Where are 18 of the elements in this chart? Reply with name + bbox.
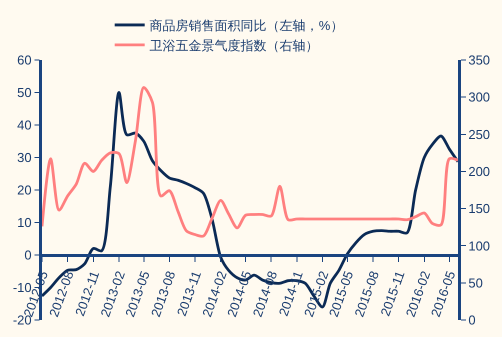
y2-tick-label: 200 — [468, 164, 490, 179]
y-tick-label: 10 — [17, 215, 32, 230]
legend-label: 卫浴五金景气度指数（右轴） — [150, 38, 319, 53]
legend-label: 商品房销售面积同比（左轴，%） — [150, 18, 344, 34]
line-series — [42, 86, 458, 238]
y-tick-label: 60 — [17, 52, 32, 68]
y-tick-label: 50 — [17, 85, 32, 100]
y-tick-label: 30 — [17, 150, 32, 166]
y2-tick-label: 150 — [468, 201, 490, 216]
y-tick-label: 40 — [17, 118, 32, 133]
y-tick-label: 20 — [17, 182, 32, 198]
y2-tick-label: 300 — [468, 90, 490, 105]
y-tick-label: 0 — [24, 248, 32, 263]
y2-tick-label: 100 — [468, 238, 490, 254]
y2-tick-label: 0 — [468, 312, 476, 328]
y2-tick-label: 50 — [468, 275, 483, 290]
y2-tick-label: 250 — [468, 126, 490, 142]
y2-tick-label: 350 — [468, 52, 490, 68]
